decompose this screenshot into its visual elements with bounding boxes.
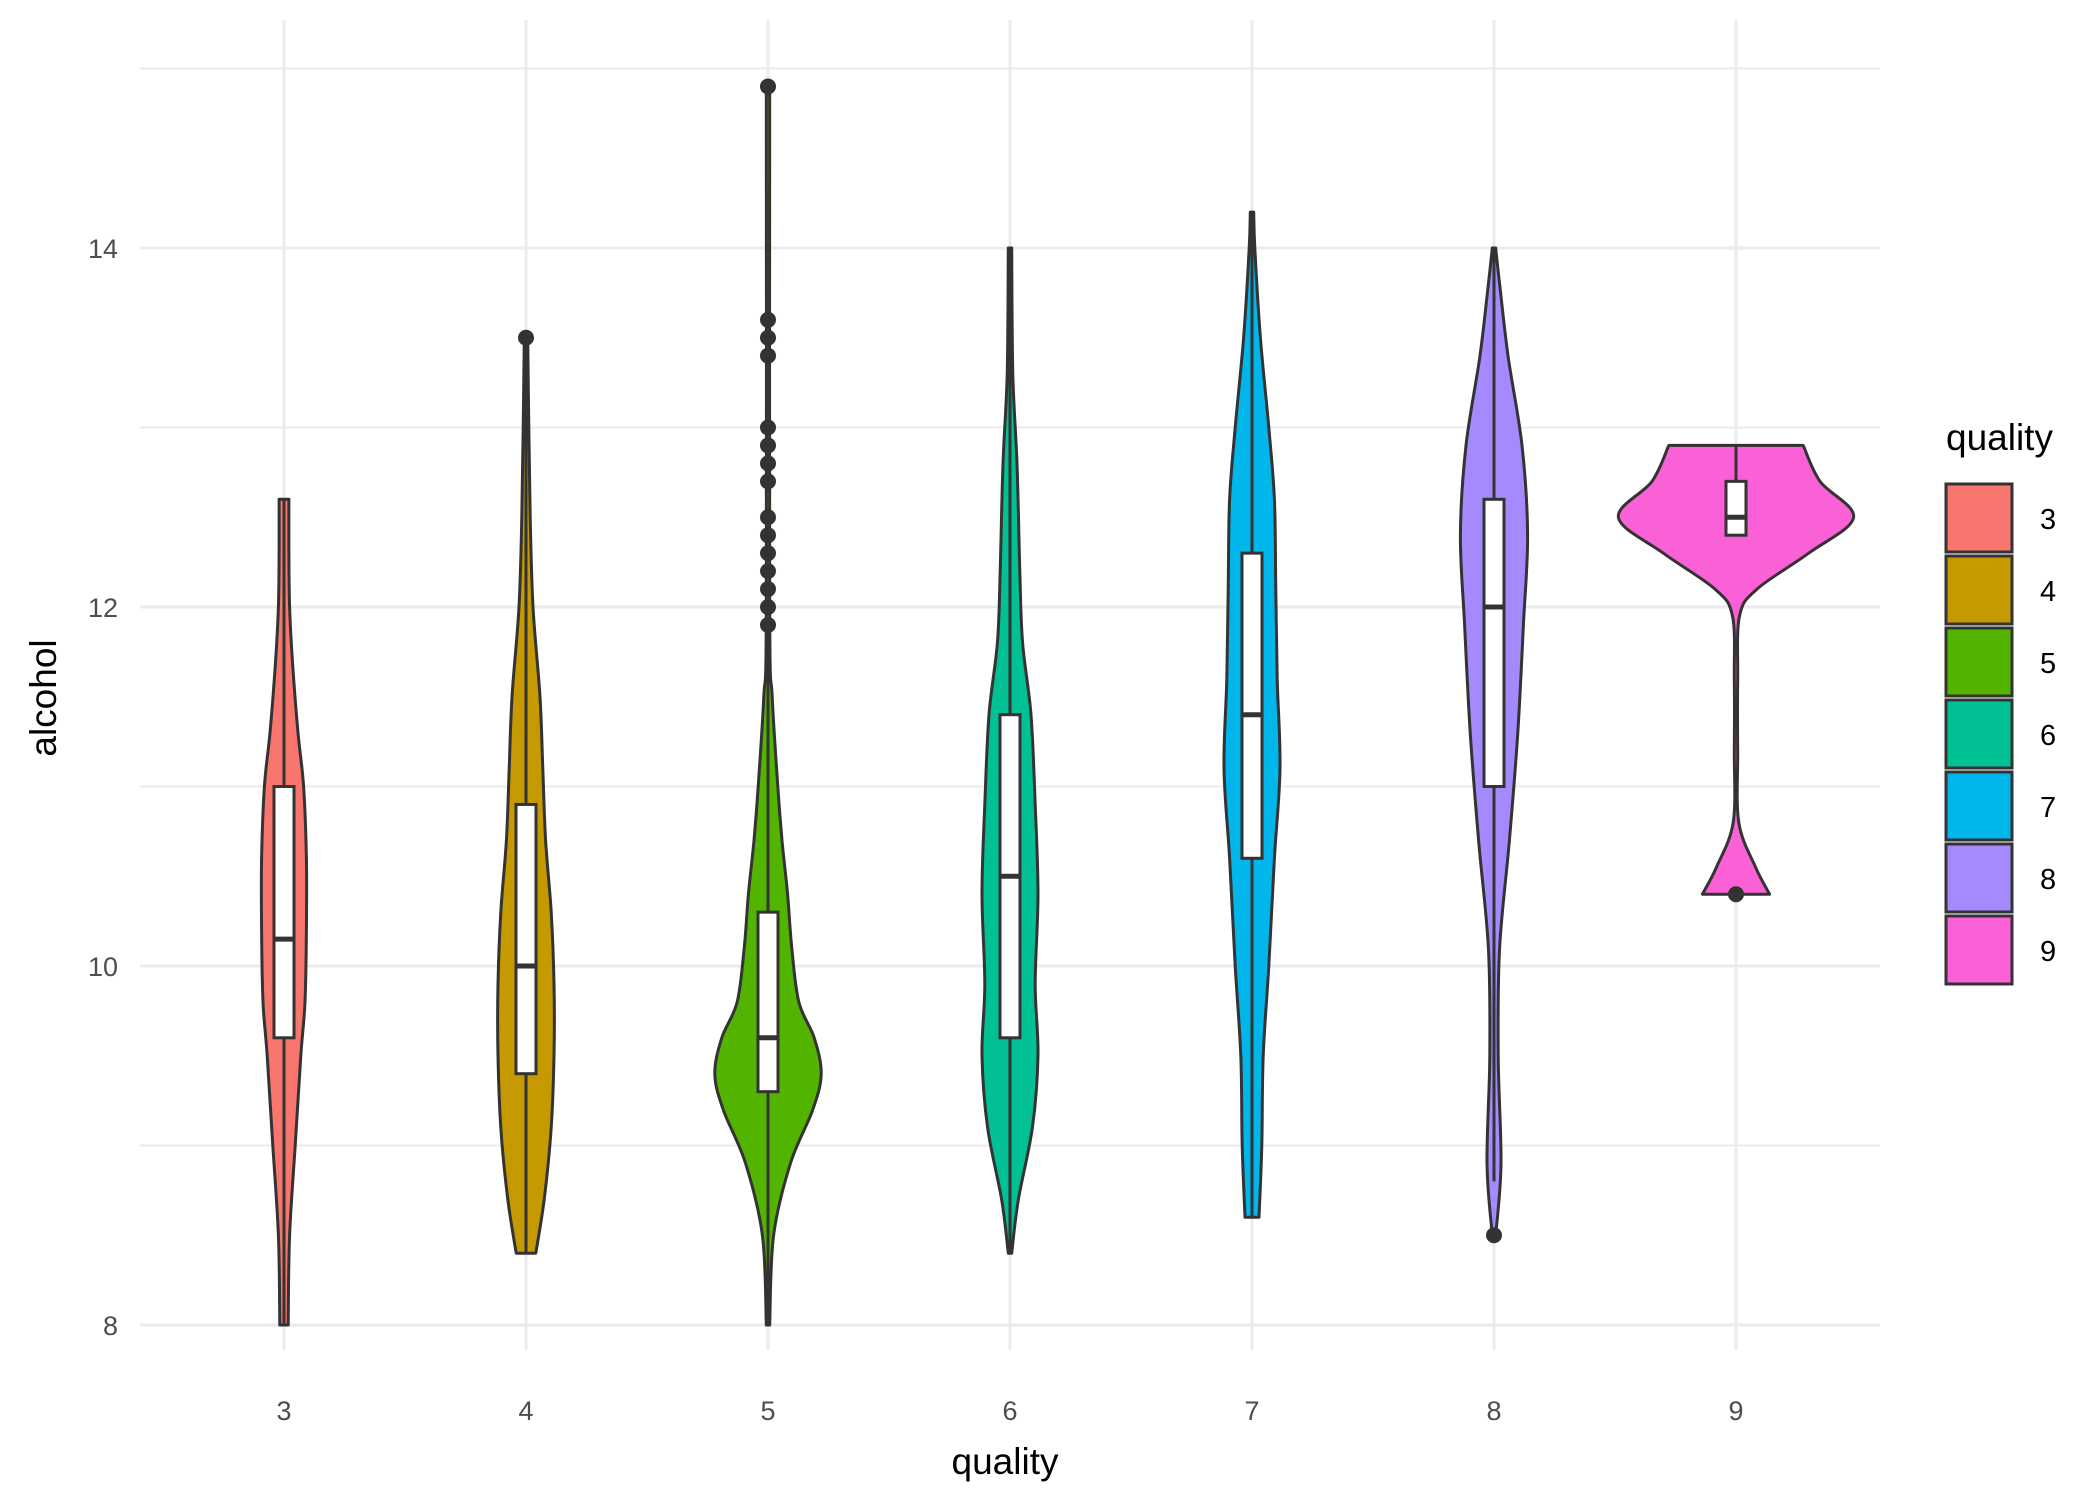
x-tick-label: 4 [518,1396,533,1426]
violin-9 [1616,443,1856,896]
outlier-point-5 [760,437,776,454]
box-3 [272,785,296,1040]
box-5 [756,910,780,1094]
outlier-point-5 [760,527,776,544]
outlier-point-5 [760,78,776,95]
outlier-point-5 [760,311,776,328]
legend-label-8: 8 [2040,864,2056,896]
legend-key-8 [1944,842,2014,914]
outlier-point-5 [760,545,776,562]
outlier-point-5 [760,563,776,580]
x-tick-label: 5 [760,1396,775,1426]
outlier-point-8 [1486,1227,1502,1244]
legend-label-9: 9 [2040,936,2056,968]
box-8 [1482,497,1506,788]
x-tick-label: 3 [276,1396,291,1426]
legend-items: 3 4 5 6 7 8 9 [1944,482,2056,986]
x-tick-label: 8 [1486,1396,1501,1426]
x-tick-label: 7 [1244,1396,1259,1426]
legend: quality 3 4 5 6 7 8 9 [1944,417,2056,986]
outlier-point-5 [760,347,776,364]
y-tick-label: 12 [88,593,118,623]
outliers [518,78,1744,1244]
legend-label-7: 7 [2040,792,2056,824]
legend-key-9 [1944,914,2014,986]
legend-label-4: 4 [2040,576,2056,608]
y-tick-label: 14 [88,234,118,264]
boxplots [272,212,1748,1325]
outlier-point-5 [760,509,776,526]
outlier-point-5 [760,455,776,472]
box-7 [1240,551,1264,860]
outlier-point-5 [760,599,776,615]
legend-label-3: 3 [2040,504,2056,536]
legend-key-5 [1944,626,2014,698]
box-4 [514,802,538,1076]
y-tick-label: 10 [88,952,118,982]
x-axis-ticks: 3 4 5 6 7 8 9 [276,1396,1743,1426]
outlier-point-5 [760,473,776,490]
legend-key-4 [1944,554,2014,626]
x-tick-label: 6 [1002,1396,1017,1426]
legend-label-6: 6 [2040,720,2056,752]
legend-key-3 [1944,482,2014,554]
y-axis-ticks: 8 10 12 14 [88,234,118,1341]
legend-title: quality [1946,417,2053,458]
outlier-point-5 [760,581,776,598]
outlier-point-5 [760,616,776,633]
x-axis-title: quality [952,1441,1059,1482]
outlier-point-5 [760,419,776,436]
legend-label-5: 5 [2040,648,2056,680]
legend-key-7 [1944,770,2014,842]
outlier-point-4 [518,329,534,346]
y-tick-label: 8 [103,1311,118,1341]
box-9 [1724,479,1748,537]
x-tick-label: 9 [1728,1396,1743,1426]
outlier-point-5 [760,329,776,346]
y-axis-title: alcohol [23,639,64,756]
legend-key-6 [1944,698,2014,770]
violins [259,85,1856,1327]
outlier-point-9 [1728,886,1744,903]
